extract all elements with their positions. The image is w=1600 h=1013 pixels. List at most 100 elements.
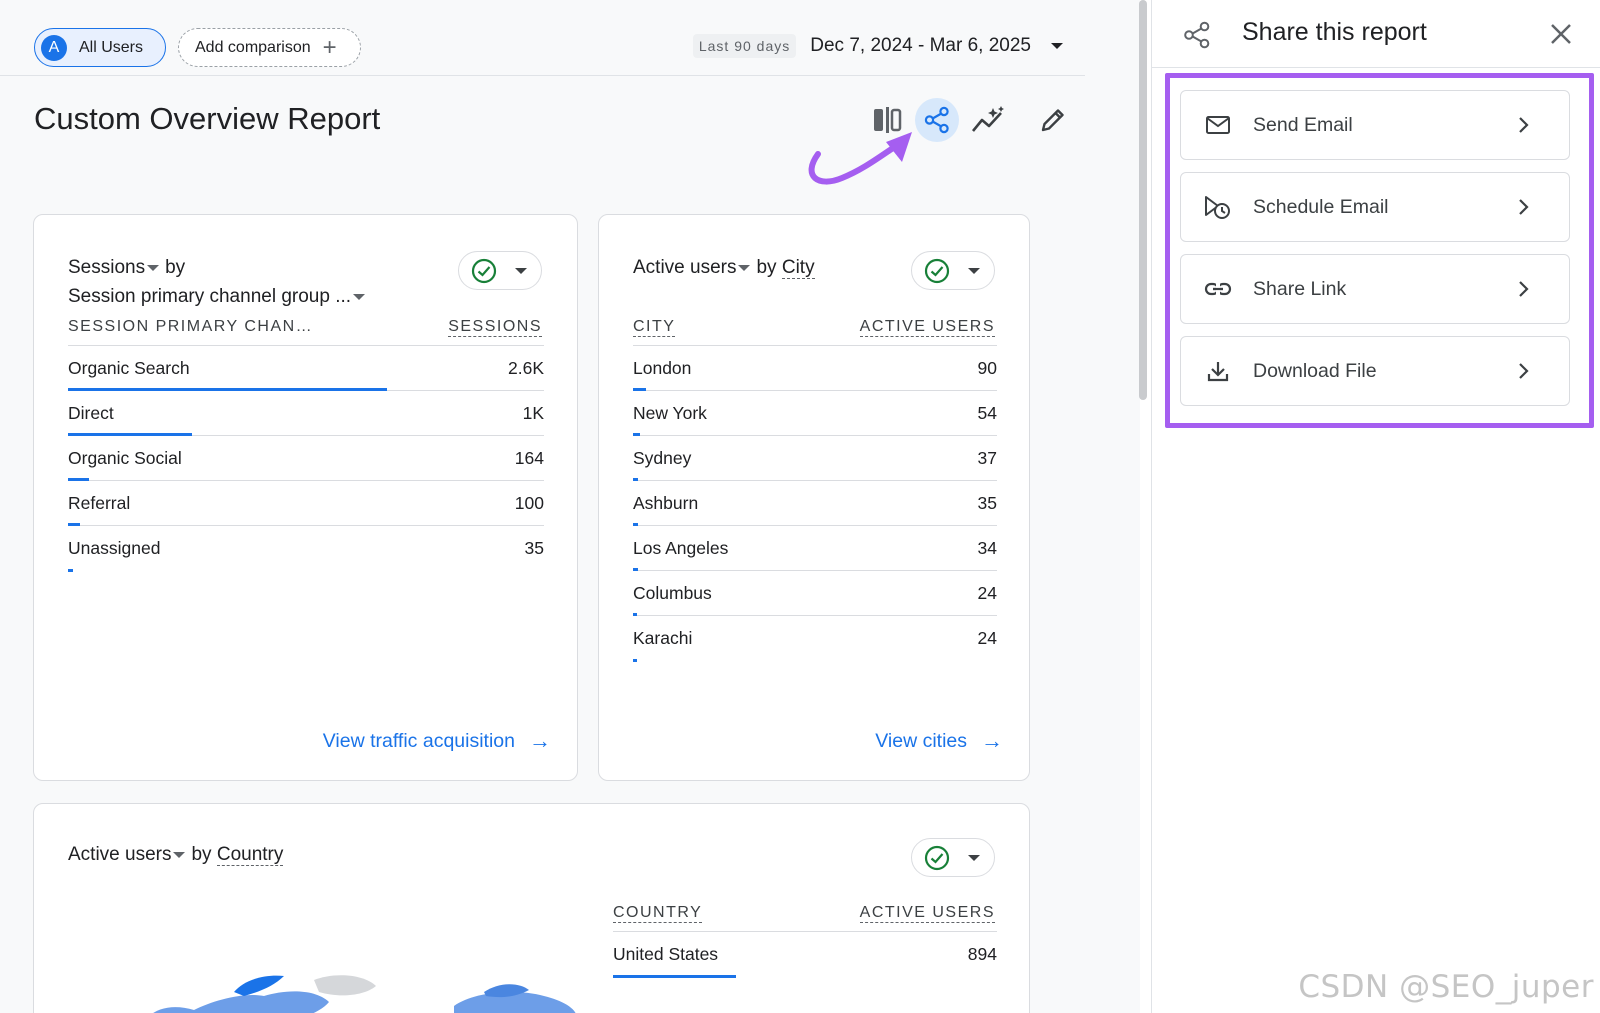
dimension-selector[interactable]: City [781, 257, 815, 279]
row-bar [633, 659, 637, 662]
column-header-city[interactable]: CITY [633, 318, 676, 337]
caret-down-icon [1051, 43, 1063, 49]
share-options-highlight [1165, 73, 1594, 428]
dimension-selector[interactable]: Country [216, 844, 284, 866]
row-value: 894 [967, 944, 997, 964]
view-cities-link[interactable]: View cities → [875, 728, 1003, 754]
table-row[interactable]: Los Angeles 34 [633, 526, 997, 571]
row-value: 35 [977, 493, 997, 513]
card-options-chip[interactable] [911, 251, 995, 290]
row-bar [633, 433, 640, 436]
row-label: Columbus [633, 583, 712, 603]
row-label: New York [633, 403, 707, 423]
header-divider [633, 345, 997, 346]
close-icon[interactable] [1547, 20, 1575, 48]
caret-down-icon [968, 267, 980, 274]
caret-down-icon [147, 264, 160, 271]
share-icon [924, 106, 949, 134]
row-label: Los Angeles [633, 538, 729, 558]
check-circle-icon [471, 258, 497, 283]
date-range-picker[interactable]: Last 90 days Dec 7, 2024 - Mar 6, 2025 [692, 34, 1063, 58]
column-header-active-users[interactable]: ACTIVE USERS [859, 318, 995, 337]
row-bar [633, 388, 646, 391]
caret-down-icon [738, 264, 751, 271]
segment-chip-all-users[interactable]: A All Users [34, 28, 166, 67]
view-traffic-acquisition-link[interactable]: View traffic acquisition → [323, 728, 551, 754]
segment-avatar: A [41, 34, 67, 61]
link-icon [1203, 274, 1233, 304]
add-comparison-button[interactable]: Add comparison + [178, 28, 361, 67]
arrow-right-icon: → [981, 728, 1003, 753]
table-row[interactable]: Organic Social 164 [68, 436, 544, 481]
arrow-right-icon: → [529, 728, 551, 753]
table-row[interactable]: United States 894 [613, 932, 997, 978]
panel-title: Share this report [1242, 18, 1427, 46]
compare-icon [874, 107, 902, 133]
column-header-dimension[interactable]: SESSION PRIMARY CHAN… [68, 318, 314, 335]
chevron-right-icon [1519, 281, 1529, 297]
column-header-active-users[interactable]: ACTIVE USERS [859, 904, 995, 923]
table-row[interactable]: Direct 1K [68, 391, 544, 436]
download-file-option[interactable]: Download File [1180, 336, 1570, 406]
share-icon [1184, 21, 1210, 49]
table-row[interactable]: Columbus 24 [633, 571, 997, 616]
table-row[interactable]: New York 54 [633, 391, 997, 436]
header-divider [613, 931, 997, 932]
column-header-country[interactable]: COUNTRY [613, 904, 703, 923]
table-row[interactable]: Organic Search 2.6K [68, 346, 544, 391]
caret-down-icon [968, 854, 980, 861]
row-bar [68, 478, 89, 481]
table-row[interactable]: Unassigned 35 [68, 526, 544, 572]
schedule-email-option[interactable]: Schedule Email [1180, 172, 1570, 242]
watermark: CSDN @SEO_juper [1298, 969, 1594, 1005]
date-range-label: Last 90 days [692, 34, 797, 58]
row-bar [68, 388, 387, 391]
download-file-label: Download File [1253, 359, 1377, 382]
table-row[interactable]: London 90 [633, 346, 997, 391]
card-options-chip[interactable] [911, 838, 995, 877]
metric-selector[interactable]: Active users [633, 257, 737, 278]
main-scrollbar[interactable] [1139, 0, 1147, 400]
card-options-chip[interactable] [458, 251, 542, 290]
edit-report-button[interactable] [1031, 98, 1075, 142]
caret-down-icon [173, 851, 186, 858]
column-header-sessions[interactable]: SESSIONS [448, 318, 542, 337]
plus-icon: + [322, 33, 337, 61]
table-row[interactable]: Referral 100 [68, 481, 544, 526]
row-bar [633, 478, 638, 481]
row-label: Direct [68, 403, 114, 423]
send-email-option[interactable]: Send Email [1180, 90, 1570, 160]
row-bar [68, 433, 192, 436]
row-value: 34 [977, 538, 997, 558]
page-title: Custom Overview Report [34, 101, 381, 136]
view-traffic-acquisition-label: View traffic acquisition [322, 729, 515, 752]
row-bar [633, 523, 638, 526]
row-value: 24 [977, 628, 997, 648]
row-label: Organic Search [68, 358, 190, 378]
check-circle-icon [924, 845, 950, 870]
row-label: Organic Social [68, 448, 182, 468]
row-value: 1K [522, 403, 544, 423]
metric-selector[interactable]: Sessions [68, 257, 146, 278]
sessions-card-title: Sessions by Session primary channel group… [68, 253, 428, 311]
share-report-button[interactable] [915, 98, 959, 142]
active-users-by-country-card: Active users by Country COUNTRY ACTIVE US… [33, 803, 1030, 1013]
date-range-value: Dec 7, 2024 - Mar 6, 2025 [810, 35, 1031, 56]
row-label: Sydney [633, 448, 692, 468]
metric-selector[interactable]: Active users [68, 844, 172, 865]
share-link-label: Share Link [1253, 277, 1347, 300]
table-row[interactable]: Ashburn 35 [633, 481, 997, 526]
country-card-title: Active users by Country [68, 840, 284, 869]
dimension-selector[interactable]: Session primary channel group ... [68, 286, 352, 307]
row-value: 24 [977, 583, 997, 603]
table-row[interactable]: Sydney 37 [633, 436, 997, 481]
share-link-option[interactable]: Share Link [1180, 254, 1570, 324]
city-card-title: Active users by City [633, 253, 815, 282]
report-main: A All Users Add comparison + Last 90 day… [0, 28, 1085, 1013]
table-row[interactable]: Karachi 24 [633, 616, 997, 662]
insights-button[interactable] [966, 98, 1010, 142]
chevron-right-icon [1519, 199, 1529, 215]
row-value: 54 [977, 403, 997, 423]
row-label: London [633, 358, 692, 378]
compare-button[interactable] [866, 98, 910, 142]
